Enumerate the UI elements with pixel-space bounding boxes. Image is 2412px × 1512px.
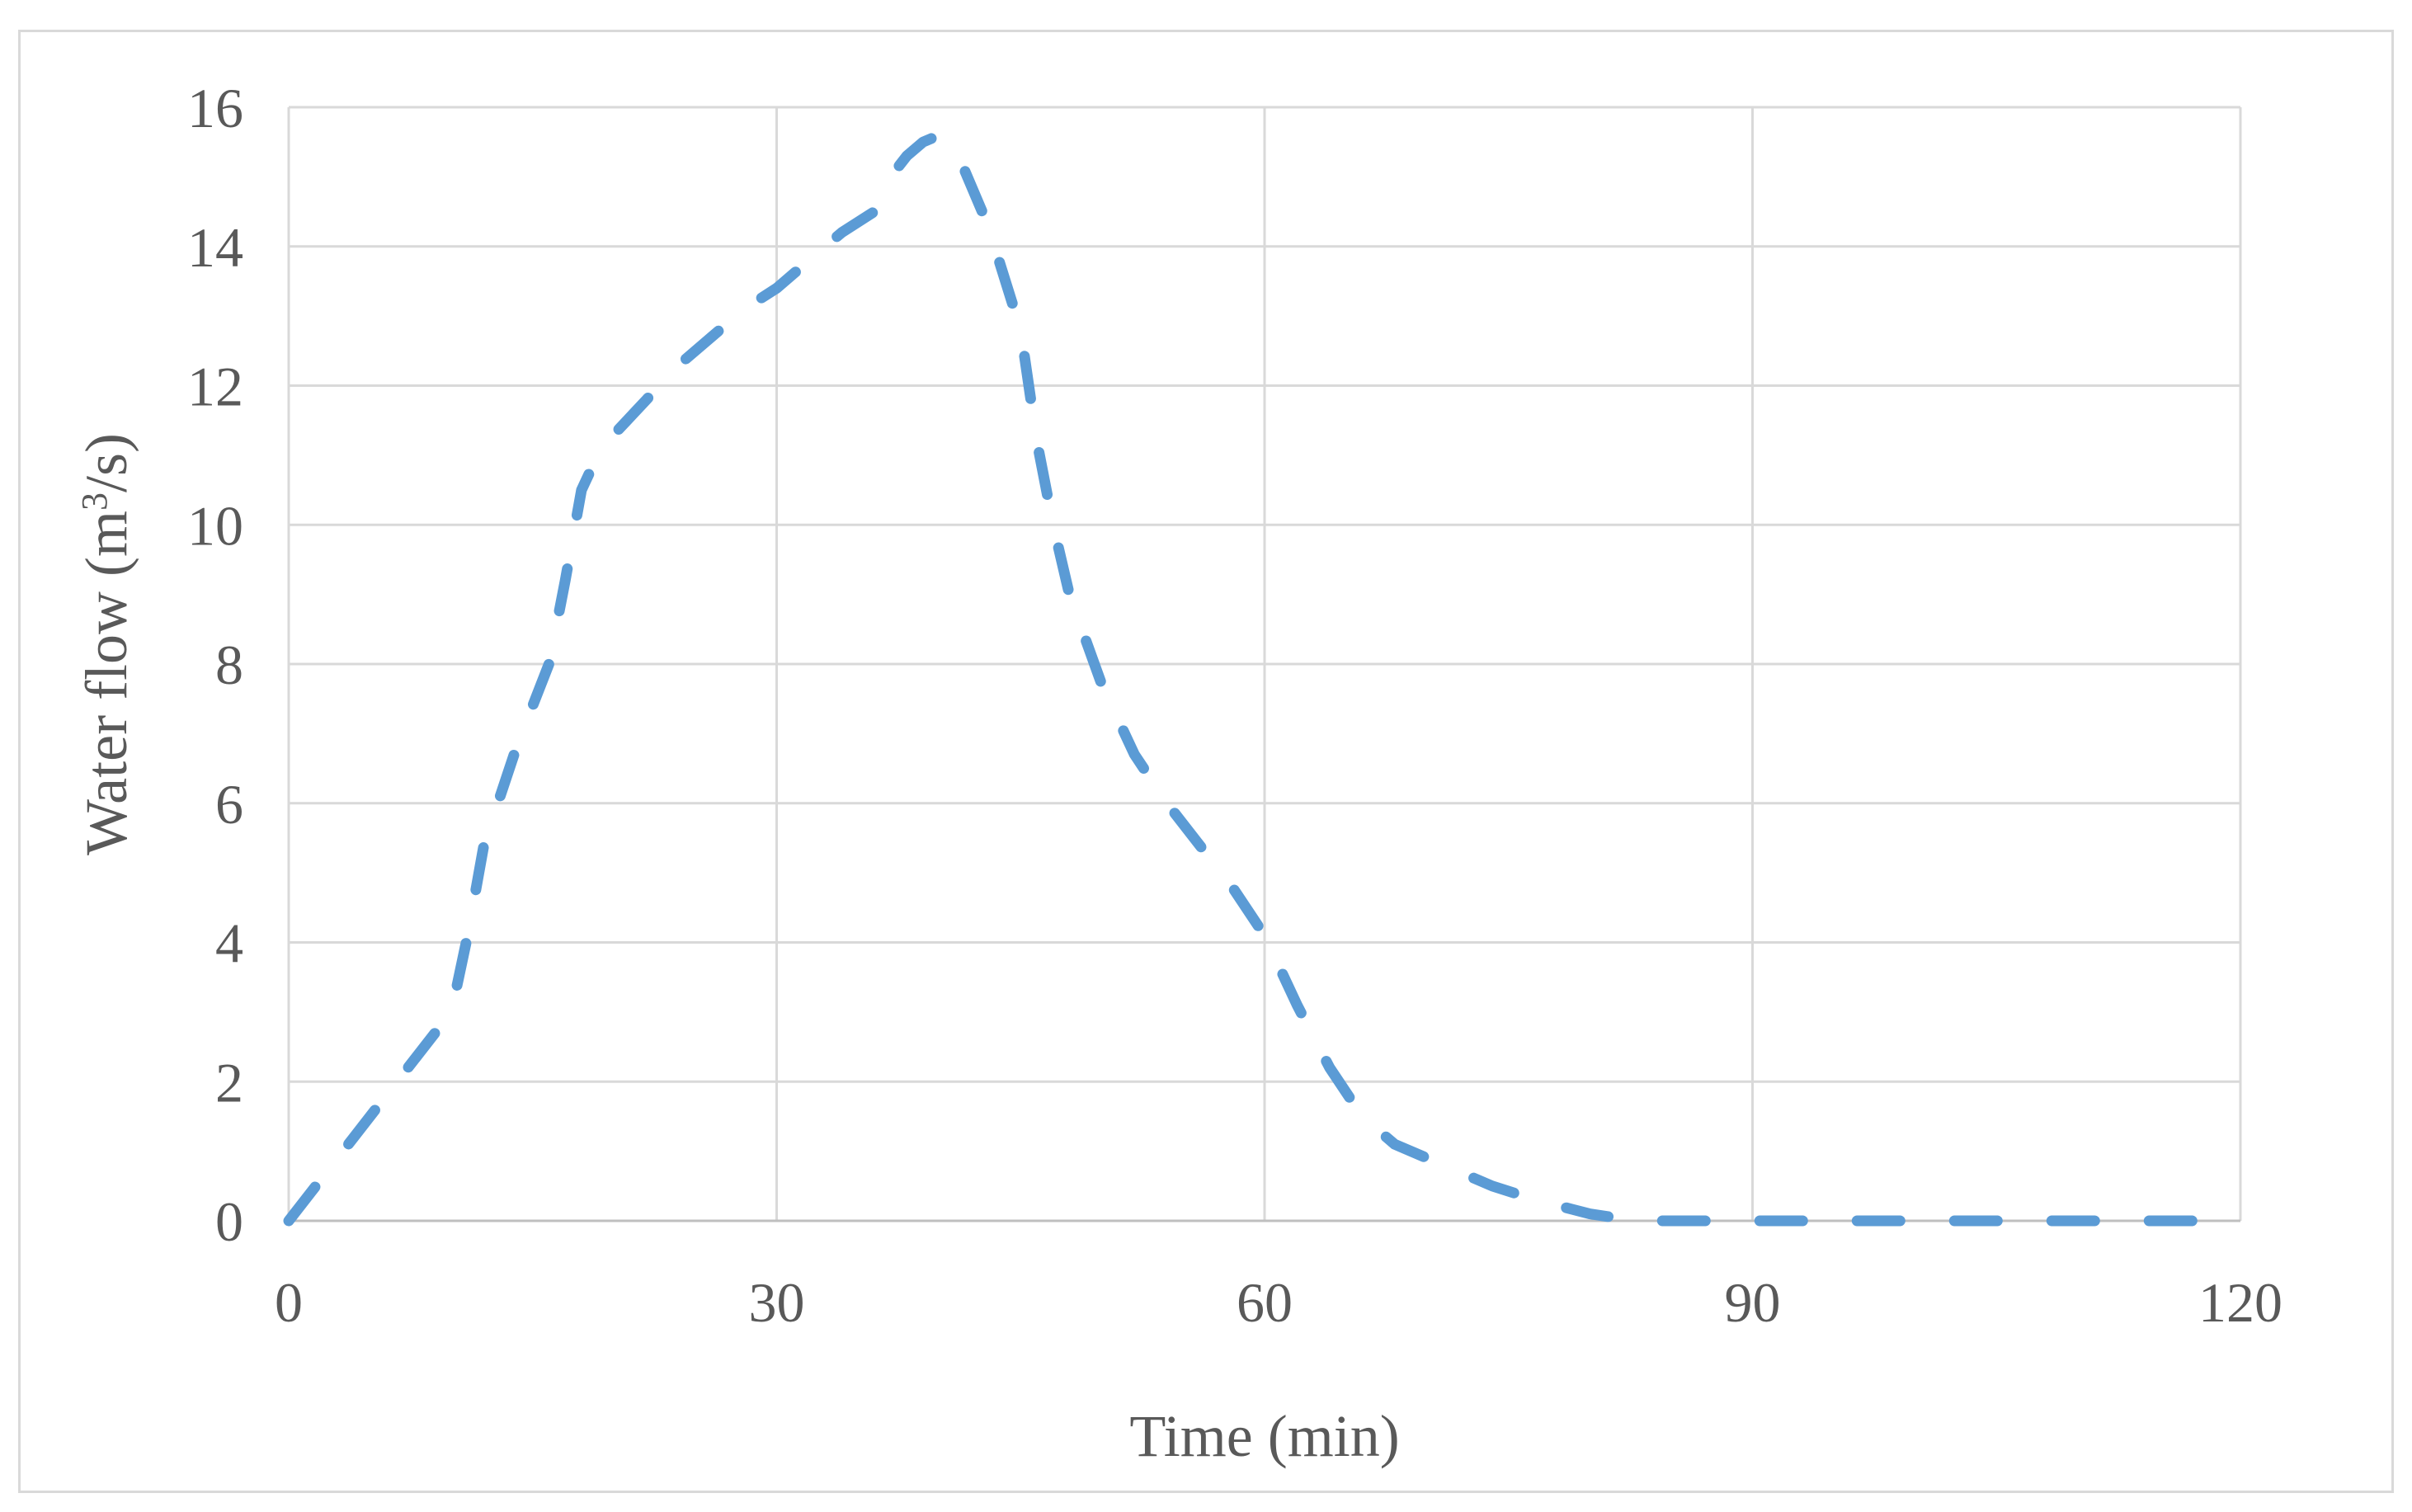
y-axis-title-main: Water flow (m bbox=[73, 511, 139, 855]
water-flow-chart: 0 2 4 6 8 10 12 14 16 0 30 60 90 120 Time (min) Wate… bbox=[73, 77, 2282, 1469]
y-tick-label-6: 6 bbox=[215, 773, 243, 836]
x-tick-label-120: 120 bbox=[2198, 1271, 2282, 1334]
x-tick-label-30: 30 bbox=[749, 1271, 805, 1334]
x-tick-labels: 0 30 60 90 120 bbox=[275, 1271, 2282, 1334]
x-tick-label-0: 0 bbox=[275, 1271, 303, 1334]
y-tick-label-0: 0 bbox=[215, 1190, 243, 1253]
series-line-0 bbox=[283, 130, 2214, 1227]
y-tick-label-14: 14 bbox=[187, 216, 243, 279]
y-tick-label-4: 4 bbox=[215, 912, 243, 975]
y-axis-title-superscript: 3 bbox=[74, 492, 115, 511]
y-axis-title-tail: /s) bbox=[73, 433, 139, 492]
y-tick-label-10: 10 bbox=[187, 494, 243, 557]
x-axis-title: Time (min) bbox=[1129, 1403, 1399, 1469]
x-tick-label-60: 60 bbox=[1237, 1271, 1293, 1334]
y-tick-label-8: 8 bbox=[215, 634, 243, 696]
y-tick-label-16: 16 bbox=[187, 77, 243, 139]
x-tick-label-90: 90 bbox=[1725, 1271, 1781, 1334]
y-tick-labels: 0 2 4 6 8 10 12 14 16 bbox=[187, 77, 243, 1253]
chart-frame: 0 2 4 6 8 10 12 14 16 0 30 60 90 120 Time (min) Wate… bbox=[18, 30, 2394, 1493]
grid-lines bbox=[287, 106, 2242, 1221]
y-tick-label-12: 12 bbox=[187, 356, 243, 418]
y-tick-label-2: 2 bbox=[215, 1051, 243, 1114]
series-layer bbox=[283, 130, 2214, 1227]
y-axis-title: Water flow (m3/s) bbox=[73, 433, 139, 855]
